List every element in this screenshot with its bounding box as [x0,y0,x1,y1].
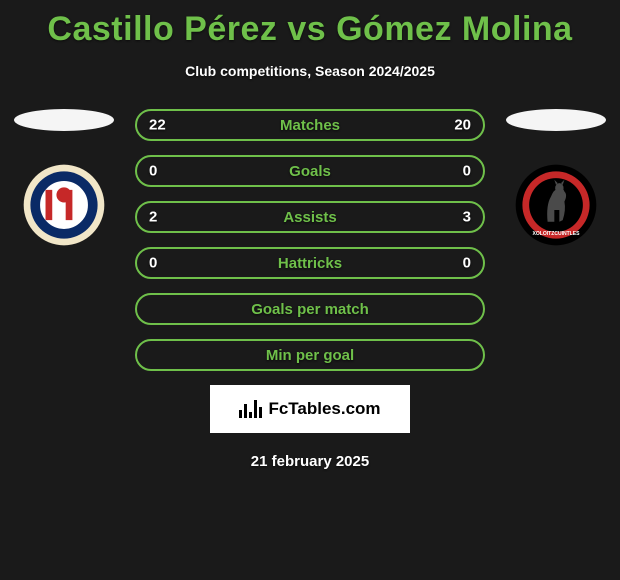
main-row: 22 Matches 20 0 Goals 0 2 Assists 3 0 Hattricks 0 Go… [0,109,620,371]
stat-label: Min per goal [266,347,354,364]
stat-left-value: 22 [149,117,166,134]
stat-bar-assists: 2 Assists 3 [135,201,485,233]
stat-left-value: 0 [149,163,157,180]
stat-bar-matches: 22 Matches 20 [135,109,485,141]
stat-bar-goals-per-match: Goals per match [135,293,485,325]
right-player-col: XOLOITZCUINTLES [501,109,611,247]
subtitle: Club competitions, Season 2024/2025 [185,63,435,79]
stat-label: Goals [289,163,331,180]
page-title: Castillo Pérez vs Gómez Molina [47,10,572,49]
left-club-crest [22,163,106,247]
stat-label: Goals per match [251,301,369,318]
left-player-photo [14,109,114,131]
stat-left-value: 2 [149,209,157,226]
stat-right-value: 3 [463,209,471,226]
left-player-col [9,109,119,247]
stat-bar-min-per-goal: Min per goal [135,339,485,371]
stat-bar-goals: 0 Goals 0 [135,155,485,187]
stat-right-value: 20 [454,117,471,134]
stat-left-value: 0 [149,255,157,272]
right-club-crest: XOLOITZCUINTLES [514,163,598,247]
stat-label: Assists [283,209,336,226]
crest-banner-text: XOLOITZCUINTLES [533,231,581,237]
fctables-logo: FcTables.com [239,399,380,419]
stat-label: Matches [280,117,340,134]
stat-right-value: 0 [463,255,471,272]
stat-bar-hattricks: 0 Hattricks 0 [135,247,485,279]
right-player-photo [506,109,606,131]
stat-label: Hattricks [278,255,342,272]
fctables-logo-box: FcTables.com [210,385,410,433]
crest-emblem [56,187,71,202]
stat-right-value: 0 [463,163,471,180]
logo-bars-icon [239,400,262,418]
logo-text: FcTables.com [268,399,380,419]
stats-column: 22 Matches 20 0 Goals 0 2 Assists 3 0 Hattricks 0 Go… [135,109,485,371]
generation-date: 21 february 2025 [251,453,369,470]
